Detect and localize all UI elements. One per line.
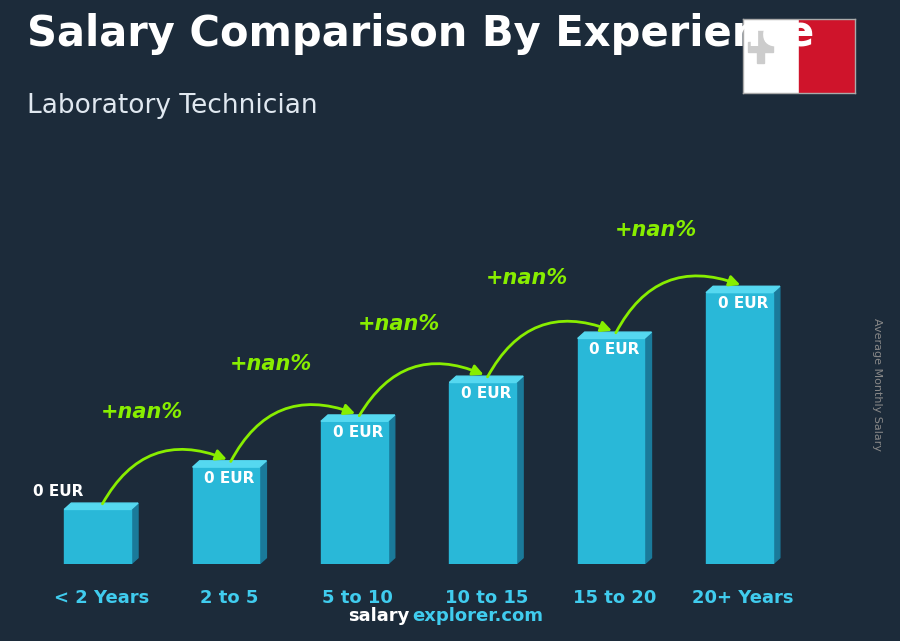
Bar	[799, 19, 855, 93]
Polygon shape	[321, 415, 395, 421]
Text: Average Monthly Salary: Average Monthly Salary	[872, 318, 883, 451]
Text: 0 EUR: 0 EUR	[718, 296, 768, 311]
Text: explorer.com: explorer.com	[412, 607, 544, 625]
Bar	[193, 467, 259, 564]
Text: 0 EUR: 0 EUR	[204, 470, 255, 486]
Text: Laboratory Technician: Laboratory Technician	[27, 93, 318, 119]
Bar	[578, 338, 644, 564]
Text: +nan%: +nan%	[486, 268, 569, 288]
Bar	[757, 31, 764, 63]
Polygon shape	[773, 287, 779, 564]
Polygon shape	[644, 332, 652, 564]
Polygon shape	[193, 461, 266, 467]
Text: +nan%: +nan%	[230, 354, 311, 374]
Text: 20+ Years: 20+ Years	[692, 588, 794, 607]
Polygon shape	[259, 461, 266, 564]
Bar	[742, 19, 799, 93]
Text: +nan%: +nan%	[615, 220, 697, 240]
Polygon shape	[706, 287, 779, 292]
Text: salary: salary	[348, 607, 410, 625]
Polygon shape	[516, 376, 523, 564]
Text: 10 to 15: 10 to 15	[445, 588, 528, 607]
Text: +nan%: +nan%	[101, 402, 184, 422]
Text: 0 EUR: 0 EUR	[590, 342, 640, 357]
Text: 2 to 5: 2 to 5	[201, 588, 258, 607]
Bar	[706, 292, 773, 564]
Polygon shape	[578, 332, 652, 338]
Text: Salary Comparison By Experience: Salary Comparison By Experience	[27, 13, 814, 55]
Polygon shape	[64, 503, 138, 510]
Bar	[321, 421, 388, 564]
Bar	[64, 510, 131, 564]
Text: 0 EUR: 0 EUR	[333, 425, 383, 440]
Polygon shape	[449, 376, 523, 383]
Bar	[748, 42, 773, 53]
Text: 0 EUR: 0 EUR	[461, 386, 511, 401]
Text: 15 to 20: 15 to 20	[573, 588, 656, 607]
Text: < 2 Years: < 2 Years	[53, 588, 148, 607]
Text: 0 EUR: 0 EUR	[32, 484, 83, 499]
Bar	[449, 383, 516, 564]
Polygon shape	[388, 415, 395, 564]
Text: +nan%: +nan%	[358, 313, 440, 333]
Text: 5 to 10: 5 to 10	[322, 588, 393, 607]
Polygon shape	[131, 503, 138, 564]
